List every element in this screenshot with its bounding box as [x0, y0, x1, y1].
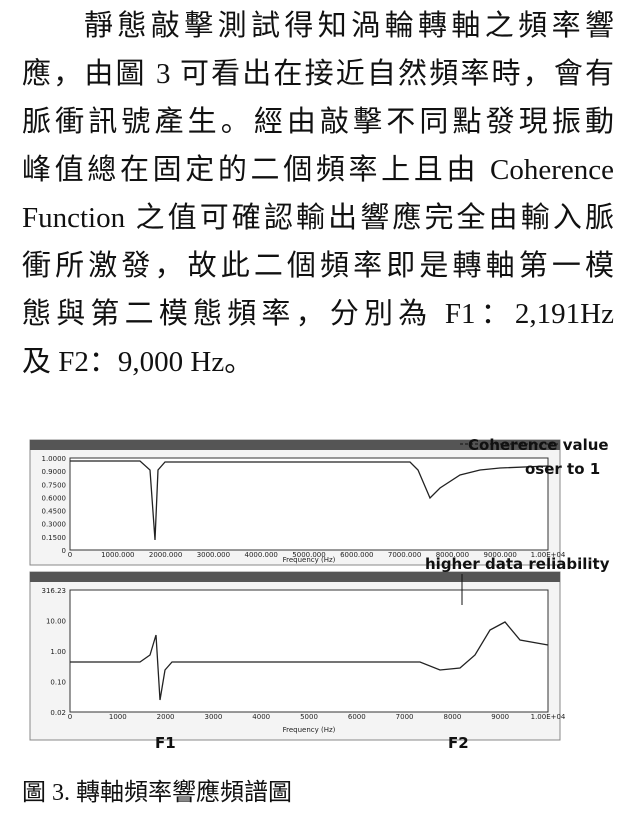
y-tick-label: 1.0000 — [42, 455, 67, 463]
x-tick-label: 2000.000 — [149, 551, 182, 559]
y-tick-label: 0.3000 — [42, 521, 67, 529]
y-tick-label: 10.00 — [46, 618, 66, 626]
y-tick-label: 0 — [62, 547, 66, 555]
x-tick-label: 1.00E+04 — [531, 551, 566, 559]
x-tick-label: 4000 — [252, 713, 270, 721]
x-tick-label: 7000 — [396, 713, 414, 721]
x-tick-label: 9000.000 — [483, 551, 516, 559]
plot-area — [69, 589, 549, 713]
text-line: 態與第二模態頻率，分別為 F1：2,191Hz — [22, 298, 614, 330]
annotation: higher data reliability — [425, 555, 610, 573]
x-tick-label: 1.00E+04 — [531, 713, 566, 721]
text-line: 靜態敲擊測試得知渦輪轉軸之頻率響 — [84, 10, 614, 42]
figure: Coherence value oser to 1 higher data re… — [29, 436, 610, 752]
x-tick-label: 2000 — [157, 713, 175, 721]
panel-header — [30, 572, 560, 582]
text-line: 衝所激發，故此二個頻率即是轉軸第一模 — [22, 250, 614, 282]
y-tick-label: 0.6000 — [42, 494, 67, 502]
x-axis-label: Frequency (Hz) — [283, 556, 336, 564]
x-tick-label: 5000.000 — [292, 551, 325, 559]
x-tick-label: 8000.000 — [436, 551, 469, 559]
y-tick-label: 1.00 — [50, 648, 66, 656]
panel-header — [30, 440, 560, 450]
x-tick-label: 0 — [68, 713, 72, 721]
frf-curve — [70, 621, 549, 701]
x-tick-label: 1000.000 — [101, 551, 134, 559]
x-tick-label: 3000.000 — [197, 551, 230, 559]
x-tick-label: 6000 — [348, 713, 366, 721]
text-line: 脈衝訊號產生。經由敲擊不同點發現振動 — [22, 106, 614, 138]
y-tick-label: 0.10 — [50, 679, 66, 687]
x-tick-label: 3000 — [204, 713, 222, 721]
annotation: F2 — [448, 734, 469, 752]
plot-area — [69, 457, 549, 551]
y-tick-label: 0.7500 — [42, 481, 67, 489]
x-tick-label: 8000 — [443, 713, 461, 721]
annotation: oser to 1 — [525, 460, 600, 478]
text-line: 及 F2：9,000 Hz。 — [22, 346, 254, 378]
y-tick-label: 0.9000 — [42, 468, 67, 476]
x-axis-label: Frequency (Hz) — [283, 726, 336, 734]
caption: 圖 3. 轉軸頻率響應頻譜圖 — [22, 780, 292, 806]
x-tick-label: 4000.000 — [244, 551, 277, 559]
coherence-curve — [70, 460, 549, 541]
text-line: 應，由圖 3 可看出在接近自然頻率時，會有 — [22, 58, 614, 90]
y-tick-label: 0.1500 — [42, 534, 67, 542]
y-tick-label: 316.23 — [42, 587, 67, 595]
x-tick-label: 7000.000 — [388, 551, 421, 559]
annotation: F1 — [155, 734, 176, 752]
y-tick-label: 0.02 — [50, 709, 66, 717]
x-tick-label: 0 — [68, 551, 72, 559]
y-tick-label: 0.4500 — [42, 508, 67, 516]
x-tick-label: 5000 — [300, 713, 318, 721]
text-line: 峰值總在固定的二個頻率上且由 Coherence — [22, 154, 614, 186]
annotation: Coherence value — [468, 436, 609, 454]
x-tick-label: 6000.000 — [340, 551, 373, 559]
x-tick-label: 9000 — [491, 713, 509, 721]
x-tick-label: 1000 — [109, 713, 127, 721]
text-line: Function 之值可確認輸出響應完全由輸入脈 — [22, 202, 614, 234]
